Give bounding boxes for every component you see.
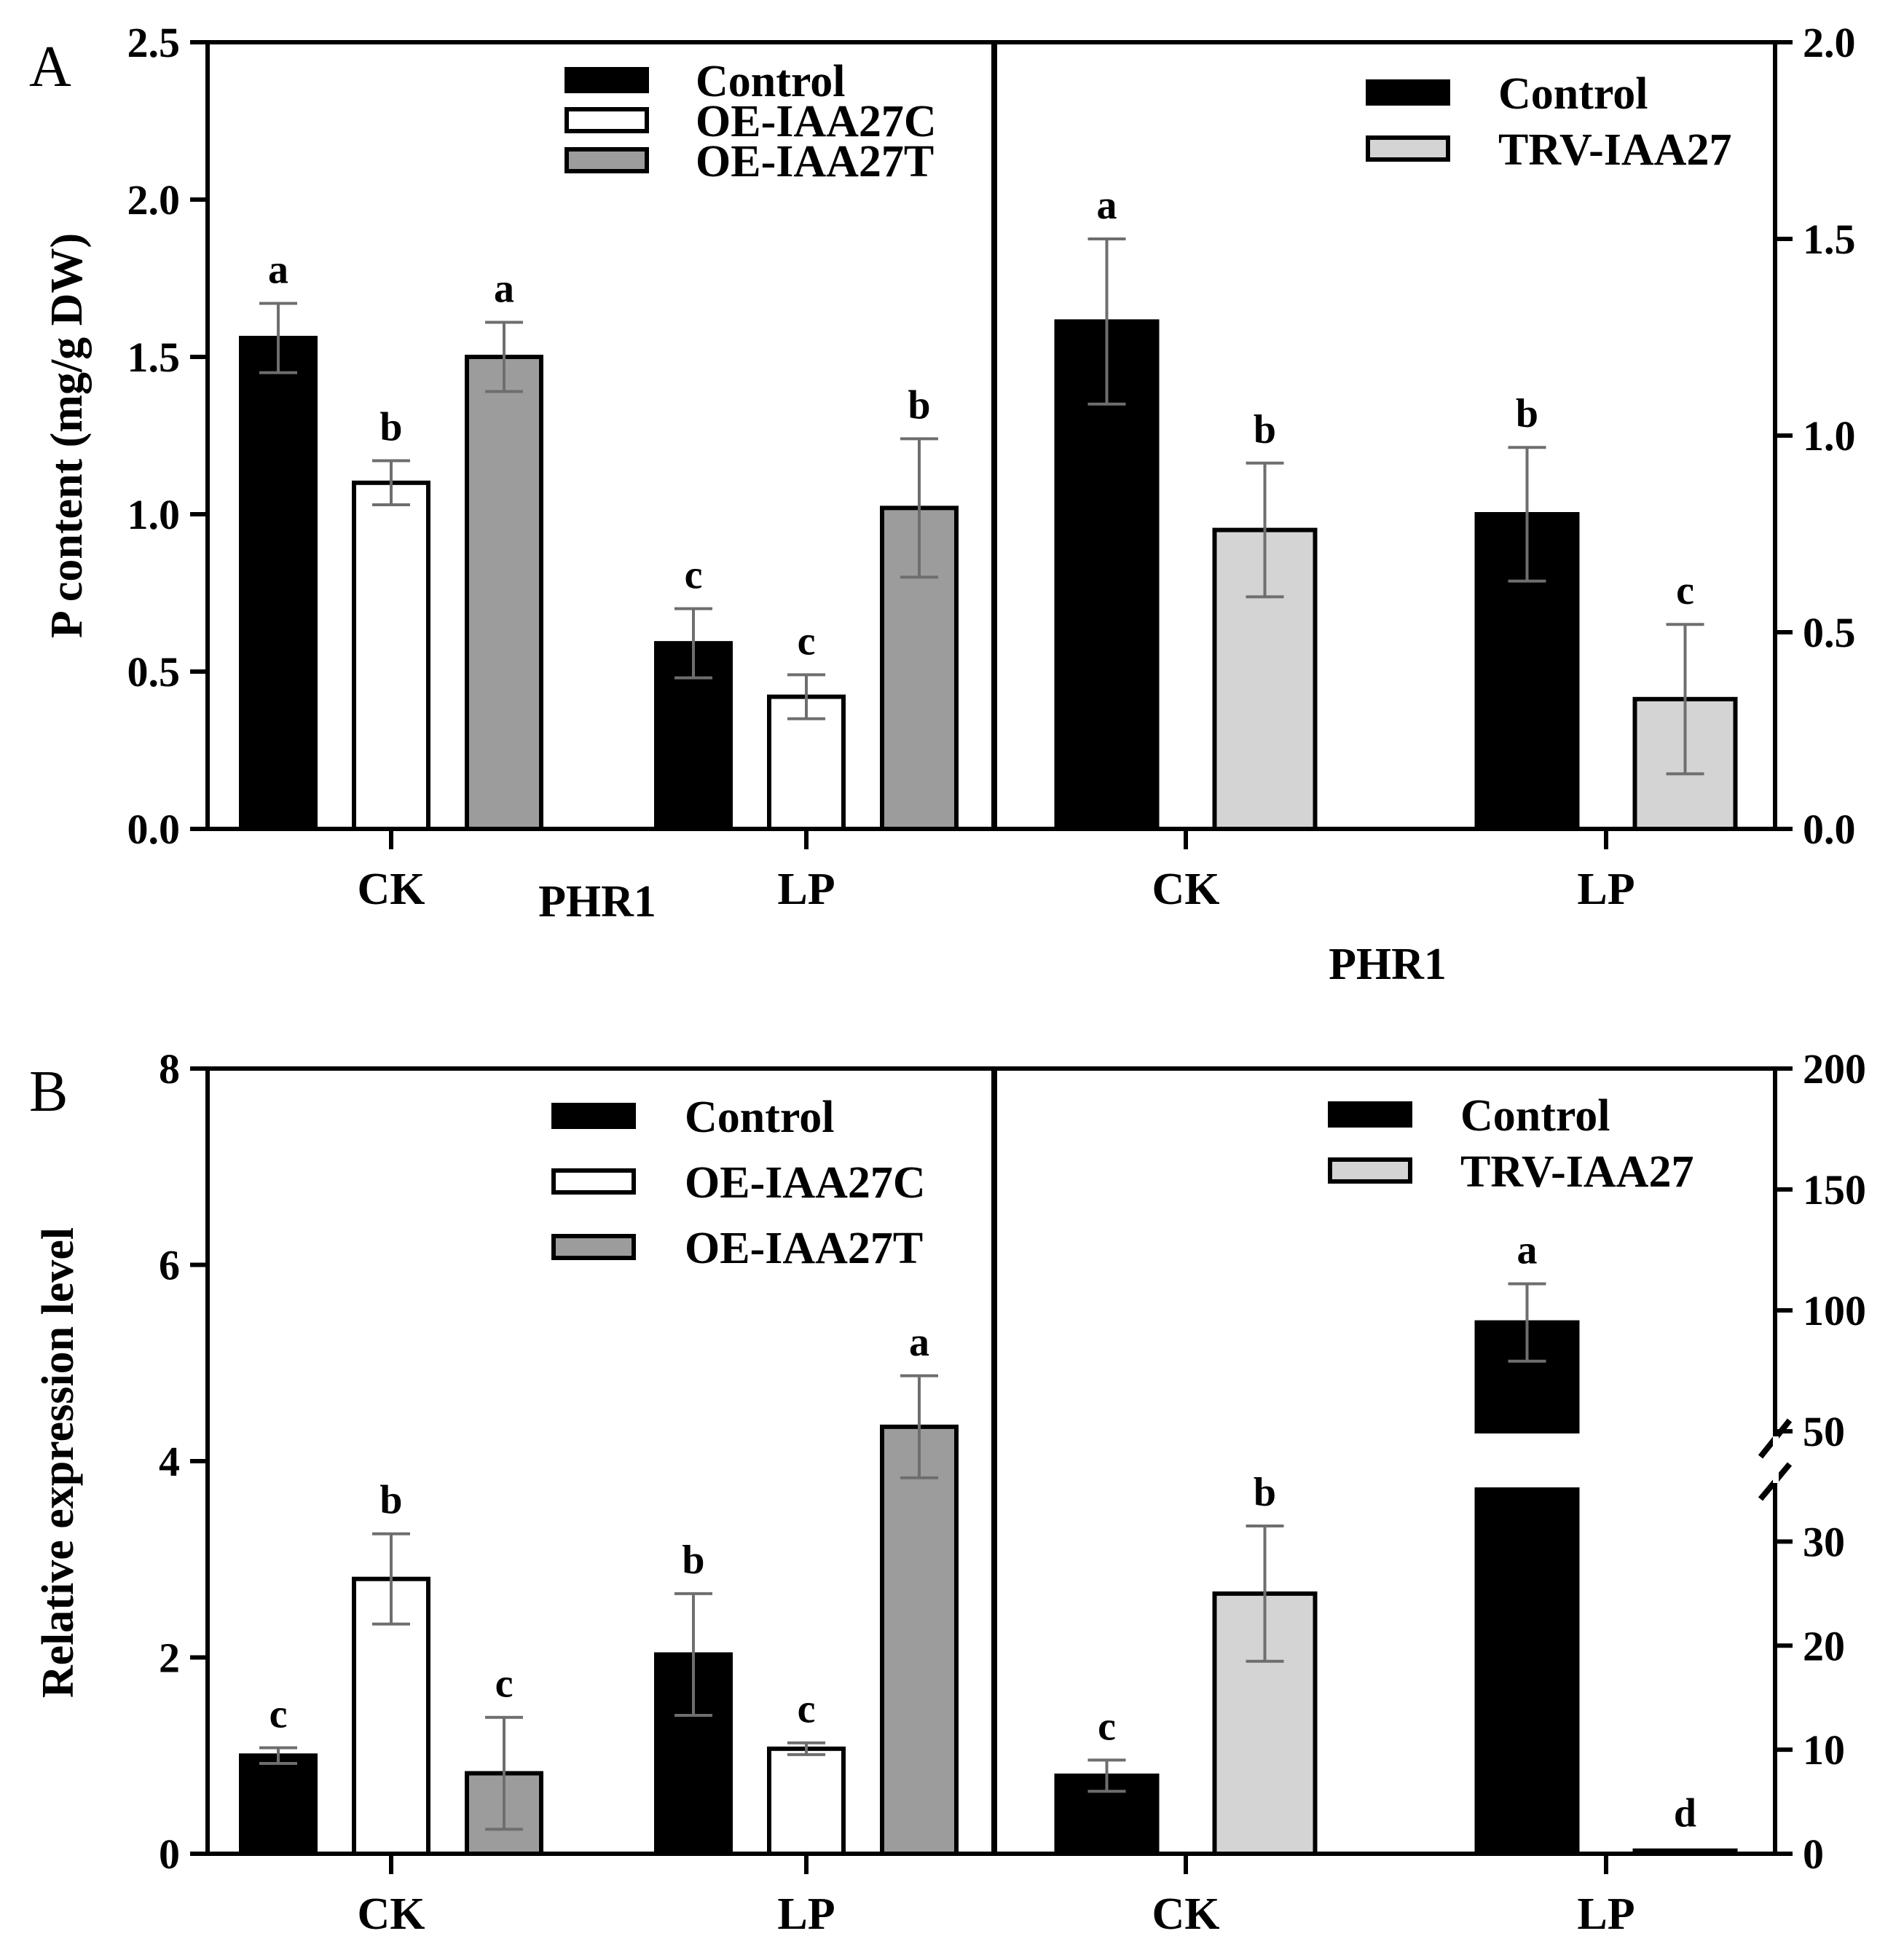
legend-swatch	[1366, 79, 1450, 106]
y-tick-label: 0	[1803, 1830, 1824, 1878]
significance-letter: b	[379, 1478, 402, 1523]
y-tick-label: 10	[1803, 1726, 1845, 1774]
y-tick-label: 150	[1803, 1166, 1866, 1213]
legend-label: Control	[696, 57, 846, 106]
legend-swatch	[1328, 1157, 1412, 1184]
significance-letter: a	[494, 266, 514, 311]
significance-letter: b	[1254, 407, 1276, 452]
significance-letter: b	[1516, 391, 1538, 436]
legend-swatch	[564, 107, 649, 133]
bar	[1054, 319, 1160, 831]
y-tick-label: 0.5	[127, 648, 181, 696]
bar	[239, 336, 318, 831]
y-tick-label: 2.0	[1803, 19, 1856, 66]
bar	[880, 1424, 959, 1856]
significance-letter: b	[682, 1538, 704, 1583]
x-tick-label: LP	[777, 1889, 835, 1939]
y-tick-label: 0.0	[1803, 806, 1856, 853]
significance-letter: d	[1674, 1791, 1696, 1836]
x-tick-label: CK	[358, 865, 425, 914]
significance-letter: b	[379, 405, 402, 450]
legend-label: OE-IAA27C	[696, 97, 937, 146]
legend-label: OE-IAA27T	[696, 137, 934, 186]
significance-letter: c	[1098, 1704, 1116, 1749]
legend-swatch	[551, 1168, 636, 1195]
significance-letter: a	[1517, 1227, 1538, 1272]
legend-swatch	[564, 147, 649, 173]
significance-letter: c	[1676, 568, 1694, 613]
significance-letter: a	[268, 248, 288, 293]
x-axis-label: PHR1	[1329, 940, 1447, 989]
bar	[465, 355, 543, 831]
significance-letter: a	[909, 1320, 929, 1365]
x-tick-label: CK	[358, 1889, 425, 1939]
y-axis-label: P content (mg/g DW)	[42, 233, 92, 638]
axis-break-gap	[1773, 1436, 1779, 1483]
y-tick-label: 200	[1803, 1045, 1866, 1093]
significance-letter: c	[270, 1691, 288, 1736]
significance-letter: c	[495, 1661, 514, 1707]
legend-swatch	[551, 1103, 636, 1129]
legend-swatch	[1328, 1101, 1412, 1128]
legend-label: Control	[1498, 69, 1648, 119]
legend-label: OE-IAA27T	[685, 1224, 923, 1273]
x-tick-label: LP	[1577, 865, 1634, 914]
y-tick-label: 1.5	[1803, 216, 1856, 263]
y-tick-label: 8	[159, 1045, 180, 1093]
legend-label: Control	[685, 1093, 835, 1142]
legend-label: TRV-IAA27	[1460, 1147, 1693, 1197]
y-tick-label: 0.0	[127, 806, 181, 853]
bar	[352, 480, 430, 831]
significance-letter: c	[685, 553, 703, 598]
x-axis-label: PHR1	[538, 877, 656, 927]
legend-label: Control	[1460, 1091, 1610, 1141]
y-tick-label: 2.5	[127, 19, 181, 66]
y-tick-label: 100	[1803, 1287, 1866, 1334]
y-tick-label: 1.0	[127, 491, 181, 538]
y-tick-label: 4	[159, 1438, 180, 1485]
bar	[767, 1746, 846, 1856]
significance-letter: c	[798, 1687, 816, 1732]
bar	[239, 1753, 318, 1856]
y-axis-label: Relative expression level	[34, 1227, 83, 1698]
y-tick-label: 20	[1803, 1622, 1845, 1669]
legend-swatch	[551, 1234, 636, 1260]
y-tick-label: 2.0	[127, 176, 181, 224]
panel-b-letter: B	[29, 1060, 68, 1124]
y-tick-label: 0.5	[1803, 609, 1856, 656]
y-tick-label: 6	[159, 1242, 180, 1289]
y-tick-label: 2	[159, 1635, 180, 1682]
x-tick-label: CK	[1152, 865, 1220, 914]
panel-a-letter: A	[29, 35, 71, 99]
x-tick-label: LP	[777, 865, 835, 914]
legend-swatch	[1366, 135, 1450, 162]
significance-letter: b	[1254, 1470, 1276, 1515]
y-tick-label: 30	[1803, 1518, 1845, 1565]
legend-label: TRV-IAA27	[1498, 125, 1731, 175]
significance-letter: a	[1097, 183, 1117, 228]
y-tick-label: 0	[159, 1830, 180, 1878]
x-tick-label: CK	[1152, 1889, 1220, 1939]
y-tick-label: 1.0	[1803, 412, 1856, 460]
significance-letter: b	[908, 382, 930, 428]
y-tick-label: 1.5	[127, 334, 181, 381]
significance-letter: c	[798, 618, 816, 664]
y-tick-label: 50	[1803, 1408, 1845, 1455]
x-tick-label: LP	[1577, 1889, 1634, 1939]
bar	[1474, 1487, 1580, 1856]
legend-swatch	[564, 67, 649, 93]
legend-label: OE-IAA27C	[685, 1158, 926, 1208]
